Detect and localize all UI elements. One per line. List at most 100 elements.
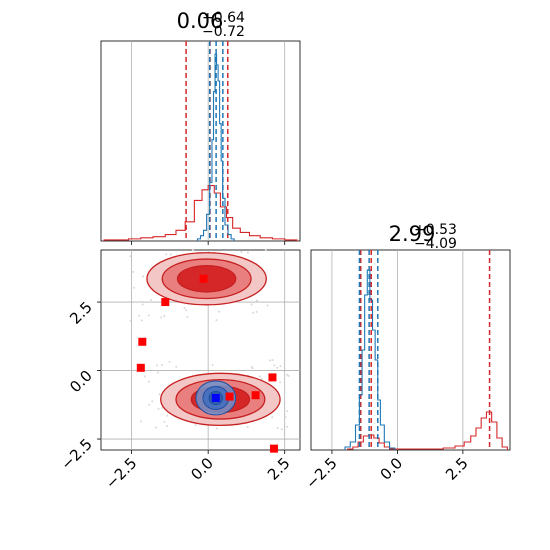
scatter-cloud-point [140,319,143,322]
red-square-marker [225,392,234,401]
right-x-tick-label: −2.5 [302,454,340,492]
scatter-cloud-point [163,314,166,317]
right-x-tick-label: 2.5 [442,454,472,484]
scatter-cloud-point [160,316,163,319]
scatter-cloud-point [258,375,261,378]
red-square-marker [161,298,170,307]
scatter-cloud-point [273,364,276,367]
top-histogram-grid [131,41,286,241]
scatter-x-tick-label: −2.5 [102,454,140,492]
top-histogram-title: 0.06 [177,9,224,33]
top-hist-series-0 [103,184,298,241]
scatter-cloud-point [255,310,258,313]
scatter-cloud-point [165,253,168,256]
right-x-tick-label: 0.0 [377,454,407,484]
scatter-cloud-point [191,249,194,252]
red-square-marker [136,363,145,372]
top-histogram-panel: 0.06 +0.64 −0.72 [100,9,301,245]
scatter-cloud-point [157,407,160,410]
scatter-cloud-point [129,255,132,258]
top-title-upper: +0.64 [202,10,245,26]
scatter-y-tick-label: 0.0 [66,367,96,397]
red-square-marker [268,373,277,382]
scatter-cloud-point [168,360,171,363]
scatter-cloud-point [155,426,158,429]
right-histogram-title: 2.99 [389,222,436,246]
scatter-cloud-point [285,425,288,428]
scatter-cloud-point [141,303,144,306]
scatter-cloud-point [250,303,253,306]
scatter-cloud-point [163,420,166,423]
scatter-cloud-point [140,420,143,423]
scatter-cloud-point [216,427,219,430]
right-hist-series-0 [347,411,508,450]
top-title-value: 0.06 [177,9,224,33]
scatter-cloud-point [147,314,150,317]
scatter-cloud-point [166,414,169,417]
scatter-cloud-point [158,393,161,396]
scatter-y-tick-label: −2.5 [57,435,95,473]
scatter-cloud-point [156,371,159,374]
scatter-cloud-point [186,315,189,318]
scatter-cloud-point [269,359,272,362]
scatter-cloud-point [252,311,255,314]
red-square-marker [269,444,278,453]
scatter-cloud-point [138,314,141,317]
scatter-cloud-point [160,364,163,367]
top-histogram-frame [100,40,301,242]
blue-square-marker [211,393,220,402]
scatter-cloud-point [280,428,283,431]
scatter-cloud-point [141,275,144,278]
scatter-cloud-point [150,299,153,302]
scatter-cloud-point [143,375,146,378]
scatter-cloud-point [183,306,186,309]
right-histogram-grid [331,250,464,450]
right-histogram-frame [310,249,511,451]
scatter-cloud-point [266,304,269,307]
scatter-panel: −2.5 0.0 2.5 −2.5 0.0 2.5 [57,249,301,493]
scatter-cloud-point [166,425,169,428]
right-histogram-ticks: −2.5 0.0 2.5 [302,450,472,493]
scatter-cloud-point [211,364,214,367]
red-square-marker [199,274,208,283]
right-title-lower: −4.09 [414,236,457,252]
scatter-cloud-point [240,250,243,253]
scatter-cloud-point [151,400,154,403]
scatter-cloud-point [155,364,158,367]
scatter-cloud-point [147,380,150,383]
scatter-markers [136,274,278,453]
scatter-cloud-point [169,253,172,256]
scatter-cloud-point [215,319,218,322]
scatter-cloud-point [129,319,132,322]
scatter-cloud-point [148,403,151,406]
scatter-cloud-point [271,416,274,419]
scatter-cloud-point [284,416,287,419]
right-histogram-panel: −2.5 0.0 2.5 2.99 +0.53 −4.09 [302,222,511,493]
right-title-upper: +0.53 [414,222,457,238]
scatter-cloud-point [279,365,282,368]
scatter-y-tick-label: 2.5 [66,298,96,328]
scatter-x-tick-label: 2.5 [264,454,294,484]
right-title-value: 2.99 [389,222,436,246]
top-histogram-ticks [131,241,286,245]
scatter-cloud-point [286,373,289,376]
scatter-cloud-point [260,378,263,381]
scatter-cloud-point [276,366,279,369]
scatter-cloud-point [246,425,249,428]
scatter-cloud-point [194,424,197,427]
scatter-cloud-point [217,310,220,313]
red-square-marker [138,337,147,346]
top-histogram-series [103,41,298,241]
scatter-cloud-point [246,251,249,254]
right-hist-series-1 [344,269,396,450]
scatter-cloud-point [279,381,282,384]
scatter-cloud-point [175,365,178,368]
scatter-cloud-point [185,309,188,312]
scatter-x-tick-label: 0.0 [187,454,217,484]
scatter-cloud-point [287,374,290,377]
scatter-cloud-point [133,286,136,289]
top-title-lower: −0.72 [202,24,245,40]
red-square-marker [251,391,260,400]
scatter-cloud-point [271,359,274,362]
